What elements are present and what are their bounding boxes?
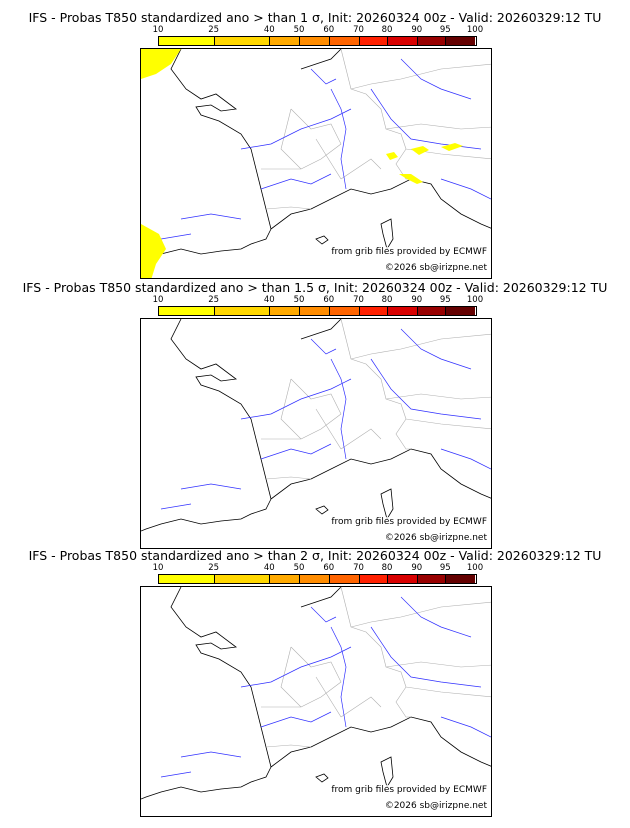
probability-area [141,224,166,278]
colorbar-segment [270,37,300,45]
probability-map: from grib files provided by ECMWF ©2026 … [140,48,492,279]
colorbar-ticks: 10 25 40 50 60 70 80 90 95 100 [153,295,484,305]
colorbar-tick-label: 70 [353,563,364,573]
colorbar-tick-label: 40 [263,25,275,35]
colorbar-tick-label: 100 [466,25,484,35]
colorbar-segment [417,307,447,315]
colorbar-segment [300,37,330,45]
forecast-panel: IFS - Probas T850 standardized ano > tha… [0,0,630,279]
colorbar-segment [387,575,418,583]
colorbar-tick-label: 60 [323,25,335,35]
map-drawing [141,49,491,278]
forecast-panel: IFS - Probas T850 standardized ano > tha… [0,270,630,549]
colorbar-segment [446,307,475,315]
colorbar-tick-label: 100 [466,563,484,573]
colorbar-tick-label: 70 [353,25,364,35]
colorbar-segment [329,575,360,583]
colorbar-segment [214,575,271,583]
colorbar-segment [387,307,418,315]
source-credit: from grib files provided by ECMWF [331,517,487,527]
colorbar-segment [159,575,215,583]
colorbar-segment [387,37,418,45]
map-drawing [141,587,491,800]
colorbar-tick-label: 60 [323,295,335,305]
colorbar-tick-label: 80 [381,25,393,35]
borders [261,319,491,480]
colorbar-segment [159,307,215,315]
copyright-credit: ©2026 sb@irizpne.net [384,801,487,811]
colorbar-tick-label: 80 [381,563,393,573]
probability-area [141,49,181,79]
rivers [160,596,491,778]
copyright-credit: ©2026 sb@irizpne.net [384,263,487,273]
colorbar-tick-label: 90 [411,563,423,573]
colorbar-tick-label: 60 [323,563,335,573]
coastline [141,319,491,532]
source-credit: from grib files provided by ECMWF [331,785,487,795]
colorbar-tick-label: 100 [466,295,484,305]
colorbar-tick-label: 25 [208,295,220,305]
probability-area [441,143,463,151]
colorbar-tick-label: 90 [411,295,423,305]
colorbar-segment [300,575,330,583]
colorbar-tick-label: 10 [152,25,164,35]
colorbar-tick-label: 90 [411,25,423,35]
forecast-panel: IFS - Probas T850 standardized ano > tha… [0,538,630,817]
colorbar-tick-label: 50 [293,563,305,573]
colorbar-tick-label: 95 [439,563,451,573]
probability-areas [141,49,463,278]
colorbar-segment [270,307,300,315]
colorbar-tick-label: 10 [152,563,164,573]
coastline [141,49,491,262]
colorbar-tick-label: 50 [293,25,305,35]
borders [261,49,491,210]
colorbar-tick-label: 25 [208,25,220,35]
coastline [141,587,491,800]
colorbar-tick-label: 50 [293,295,305,305]
colorbar [158,306,477,316]
rivers [160,58,491,240]
colorbar-segment [329,37,360,45]
colorbar-segment [214,307,271,315]
probability-map: from grib files provided by ECMWF ©2026 … [140,318,492,549]
colorbar-ticks: 10 25 40 50 60 70 80 90 95 100 [153,25,484,35]
colorbar-segment [329,307,360,315]
panel-title: IFS - Probas T850 standardized ano > tha… [28,548,602,563]
panel-title: IFS - Probas T850 standardized ano > tha… [22,280,608,295]
colorbar-tick-label: 40 [263,563,275,573]
colorbar-tick-label: 10 [152,295,164,305]
colorbar-segment [417,37,447,45]
colorbar [158,36,477,46]
colorbar-tick-label: 40 [263,295,275,305]
probability-map: from grib files provided by ECMWF ©2026 … [140,586,492,817]
panel-title: IFS - Probas T850 standardized ano > tha… [28,10,602,25]
colorbar-segment [300,307,330,315]
source-credit: from grib files provided by ECMWF [331,247,487,257]
colorbar-tick-label: 95 [439,295,451,305]
colorbar-tick-label: 25 [208,563,220,573]
map-drawing [141,319,491,532]
probability-area [386,152,398,160]
rivers [160,328,491,510]
colorbar-tick-label: 70 [353,295,364,305]
borders [261,587,491,748]
probability-area [411,146,429,155]
colorbar-segment [417,575,447,583]
colorbar-segment [270,575,300,583]
colorbar-segment [359,37,388,45]
colorbar-ticks: 10 25 40 50 60 70 80 90 95 100 [153,563,484,573]
colorbar-segment [446,37,475,45]
colorbar [158,574,477,584]
colorbar-segment [159,37,215,45]
probability-area [399,174,423,184]
colorbar-segment [214,37,271,45]
colorbar-segment [359,575,388,583]
colorbar-tick-label: 80 [381,295,393,305]
colorbar-segment [359,307,388,315]
colorbar-tick-label: 95 [439,25,451,35]
colorbar-segment [446,575,475,583]
copyright-credit: ©2026 sb@irizpne.net [384,533,487,543]
